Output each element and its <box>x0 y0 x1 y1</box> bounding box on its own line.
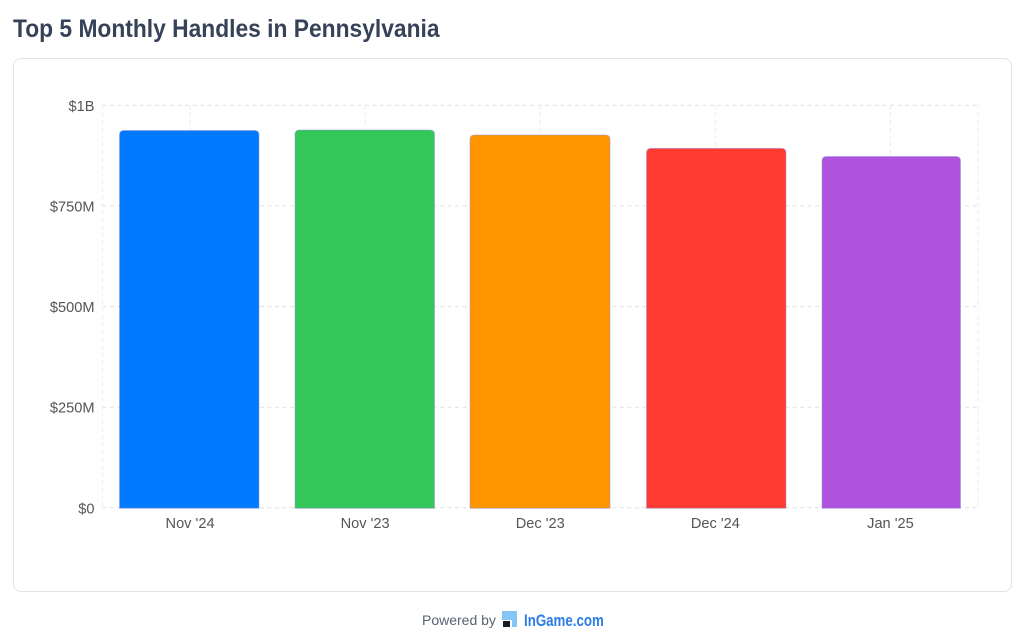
svg-text:$250M: $250M <box>50 401 95 417</box>
svg-text:Dec '23: Dec '23 <box>516 516 565 532</box>
svg-text:$1B: $1B <box>69 99 95 115</box>
svg-text:$0: $0 <box>78 501 94 517</box>
svg-text:Jan '25: Jan '25 <box>867 516 914 532</box>
svg-text:Nov '24: Nov '24 <box>166 516 215 532</box>
svg-text:Nov '23: Nov '23 <box>341 516 390 532</box>
svg-text:$750M: $750M <box>50 199 95 215</box>
svg-text:Dec '24: Dec '24 <box>691 516 740 532</box>
svg-text:$500M: $500M <box>50 300 95 316</box>
